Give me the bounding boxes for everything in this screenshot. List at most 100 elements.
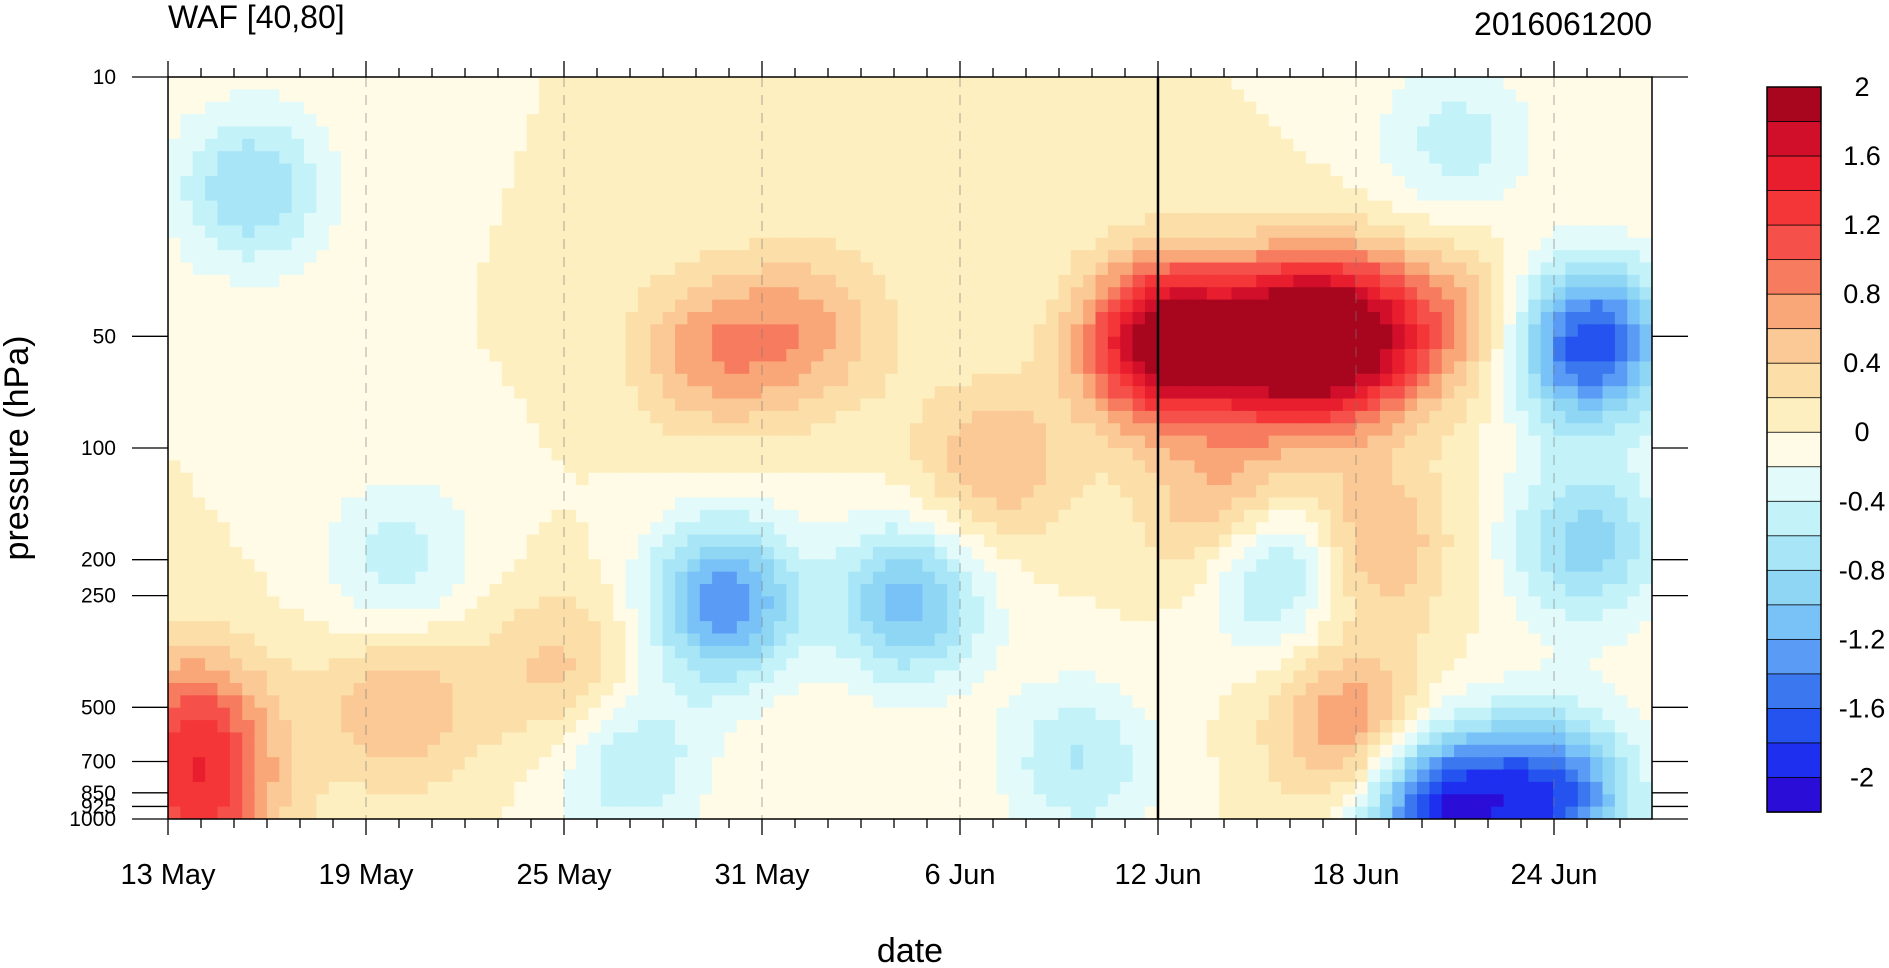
contour-cell [563,324,577,338]
contour-cell [440,138,454,152]
contour-cell [835,138,849,152]
contour-cell [526,571,540,585]
contour-cell [390,299,404,313]
contour-cell [1132,571,1146,585]
contour-cell [1417,163,1430,177]
contour-cell [477,435,491,449]
contour-cell [971,497,985,511]
contour-cell [1429,138,1443,152]
contour-cell [897,435,911,449]
contour-cell [440,349,454,363]
contour-cell [316,287,330,301]
contour-cell [1070,460,1084,474]
contour-cell [1256,373,1270,387]
contour-cell [402,509,416,523]
contour-cell [1627,213,1641,226]
contour-cell [180,262,194,276]
contour-cell [588,237,602,251]
contour-cell [662,435,676,449]
contour-cell [724,448,738,461]
contour-cell [1008,398,1022,412]
contour-cell [1540,250,1554,264]
contour-cell [1305,188,1319,202]
contour-cell [1639,448,1652,461]
contour-cell [1429,349,1443,363]
contour-cell [304,274,317,288]
contour-cell [390,101,404,115]
contour-cell [1614,460,1628,474]
contour-cell [1231,349,1245,363]
contour-cell [1021,175,1035,189]
contour-cell [254,175,268,189]
contour-cell [588,361,602,375]
contour-cell [897,349,911,363]
contour-cell [415,584,429,597]
contour-cell [625,410,639,424]
contour-cell [316,522,330,536]
contour-cell [1046,262,1059,276]
contour-cell [1577,237,1591,251]
contour-cell [885,423,899,437]
contour-cell [526,497,540,511]
contour-cell [823,126,837,140]
contour-cell [1281,349,1294,363]
contour-cell [835,373,849,387]
contour-cell [885,262,899,276]
contour-cell [1540,534,1554,548]
contour-cell [860,336,874,350]
contour-cell [1231,485,1245,499]
contour-cell [934,448,948,461]
contour-cell [922,410,936,424]
contour-cell [341,386,355,400]
contour-cell [390,213,404,226]
contour-cell [390,287,404,301]
contour-cell [897,262,911,276]
contour-cell [192,237,206,251]
contour-cell [1466,472,1480,486]
contour-cell [192,485,206,499]
contour-cell [625,324,639,338]
contour-cell [452,77,466,90]
contour-cell [328,250,342,264]
contour-cell [229,250,243,264]
contour-cell [1528,546,1542,560]
contour-cell [353,77,367,90]
contour-cell [1639,386,1652,400]
contour-cell [600,534,614,548]
contour-cell [205,336,219,350]
contour-cell [1206,114,1220,128]
contour-cell [650,435,664,449]
contour-cell [353,336,367,350]
contour-cell [402,126,416,140]
contour-cell [1083,213,1097,226]
contour-cell [1318,163,1332,177]
contour-cell [440,398,454,412]
contour-cell [353,460,367,474]
contour-cell [266,262,280,276]
contour-cell [773,522,787,536]
contour-cell [736,77,750,90]
contour-cell [489,386,503,400]
contour-cell [304,423,317,437]
contour-cell [1046,509,1059,523]
contour-cell [1182,509,1196,523]
contour-cell [885,386,899,400]
contour-cell [316,163,330,177]
contour-cell [724,114,738,128]
contour-cell [192,250,206,264]
contour-cell [1120,188,1134,202]
contour-cell [811,460,825,474]
contour-cell [1627,497,1641,511]
contour-cell [514,324,528,338]
contour-cell [1305,386,1319,400]
contour-cell [440,472,454,486]
contour-cell [600,89,614,103]
contour-cell [1120,509,1134,523]
contour-cell [885,546,899,560]
contour-cell [1120,114,1134,128]
contour-cell [353,349,367,363]
contour-cell [180,163,194,177]
contour-cell [1219,361,1233,375]
contour-cell [934,188,948,202]
contour-cell [996,559,1010,573]
